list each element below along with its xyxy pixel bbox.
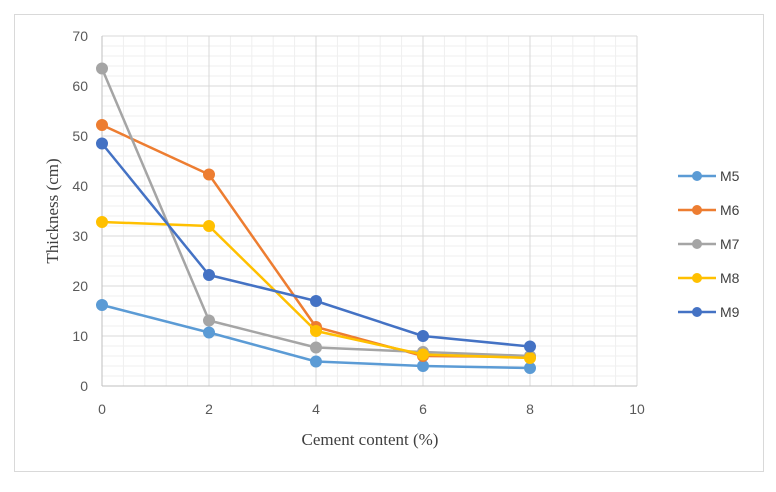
x-tick-label: 4 <box>312 401 320 417</box>
axes <box>101 36 637 387</box>
data-point-m6 <box>96 119 108 131</box>
y-axis-title: Thickness (cm) <box>43 158 62 263</box>
legend: M5 M6 M7 M8 M9 <box>678 168 740 320</box>
legend-marker-m9 <box>692 307 702 317</box>
data-point-m8 <box>96 216 108 228</box>
x-tick-label: 10 <box>629 401 645 417</box>
minor-gridlines <box>101 35 638 387</box>
data-point-m7 <box>96 62 108 75</box>
data-point-m5 <box>310 355 322 368</box>
data-point-m9 <box>96 137 108 150</box>
legend-label-m6: M6 <box>720 202 740 218</box>
data-point-m6 <box>203 168 215 181</box>
major-gridlines <box>101 35 638 387</box>
x-axis-title: Cement content (%) <box>302 430 439 449</box>
data-point-m9 <box>524 340 536 353</box>
y-tick-label: 70 <box>72 28 88 44</box>
y-tick-label: 40 <box>72 178 88 194</box>
legend-marker-m5 <box>692 171 702 181</box>
data-series <box>96 62 536 374</box>
tick-labels: 0 2 4 6 8 10 0 10 20 30 40 50 60 70 <box>72 28 645 417</box>
legend-label-m5: M5 <box>720 168 740 184</box>
x-tick-label: 2 <box>205 401 213 417</box>
legend-marker-m8 <box>692 273 702 283</box>
data-point-m5 <box>96 299 108 311</box>
legend-label-m8: M8 <box>720 270 740 286</box>
legend-marker-m7 <box>692 239 702 249</box>
data-point-m7 <box>203 314 215 327</box>
data-point-m5 <box>524 362 536 374</box>
data-point-m5 <box>417 360 429 372</box>
chart-frame <box>14 14 764 472</box>
data-point-m8 <box>203 220 215 232</box>
y-tick-label: 0 <box>80 378 88 394</box>
legend-label-m7: M7 <box>720 236 740 252</box>
legend-marker-m6 <box>692 205 702 215</box>
data-point-m9 <box>417 330 429 342</box>
data-point-m7 <box>310 341 322 354</box>
legend-label-m9: M9 <box>720 304 740 320</box>
data-point-m8 <box>310 325 322 337</box>
data-point-m5 <box>203 326 215 339</box>
x-tick-label: 0 <box>98 401 106 417</box>
x-tick-label: 6 <box>419 401 427 417</box>
y-tick-label: 50 <box>72 128 88 144</box>
data-point-m8 <box>417 348 429 361</box>
y-tick-label: 20 <box>72 278 88 294</box>
x-tick-label: 8 <box>526 401 534 417</box>
y-tick-label: 30 <box>72 228 88 244</box>
data-point-m9 <box>310 295 322 307</box>
data-point-m9 <box>203 269 215 281</box>
data-point-m8 <box>524 352 536 364</box>
y-tick-label: 10 <box>72 328 88 344</box>
y-tick-label: 60 <box>72 78 88 94</box>
